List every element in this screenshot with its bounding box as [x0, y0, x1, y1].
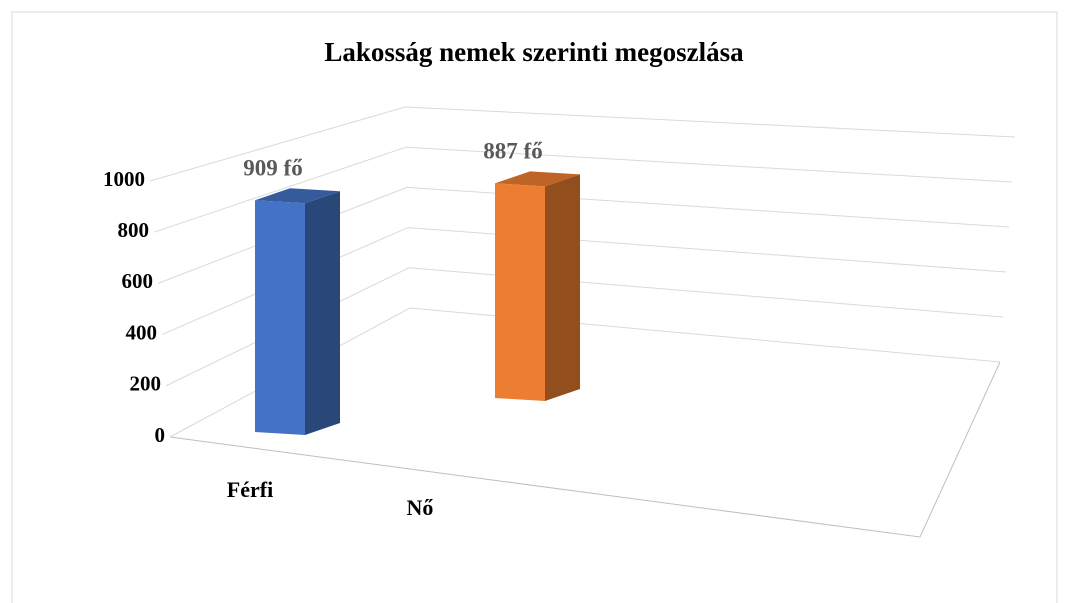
bar-top: [255, 188, 340, 204]
y-tick-label: 0: [155, 423, 166, 447]
bar: [255, 200, 305, 435]
grid-line: [149, 106, 1016, 182]
grid-line: [157, 186, 1010, 284]
grid-line: [165, 267, 1004, 387]
grid-line: [169, 307, 1001, 438]
x-tick-label: Nő: [407, 495, 434, 520]
bar-side: [305, 191, 340, 435]
floor-edge: [169, 361, 1001, 538]
y-tick-label: 1000: [103, 167, 145, 191]
bar: [495, 183, 545, 401]
x-tick-label: Férfi: [227, 477, 273, 502]
bar-side: [545, 174, 580, 401]
bar-top: [495, 171, 580, 187]
chart-border: [11, 11, 1058, 603]
chart-title: Lakosság nemek szerinti megoszlása: [324, 37, 744, 67]
y-tick-label: 600: [122, 269, 154, 293]
y-tick-label: 200: [130, 372, 162, 396]
y-tick-label: 400: [126, 320, 158, 344]
y-tick-label: 800: [118, 218, 150, 242]
grid-line: [153, 146, 1013, 233]
data-label: 887 fő: [483, 139, 542, 164]
data-label: 909 fő: [243, 155, 302, 180]
grid-line: [161, 227, 1007, 336]
